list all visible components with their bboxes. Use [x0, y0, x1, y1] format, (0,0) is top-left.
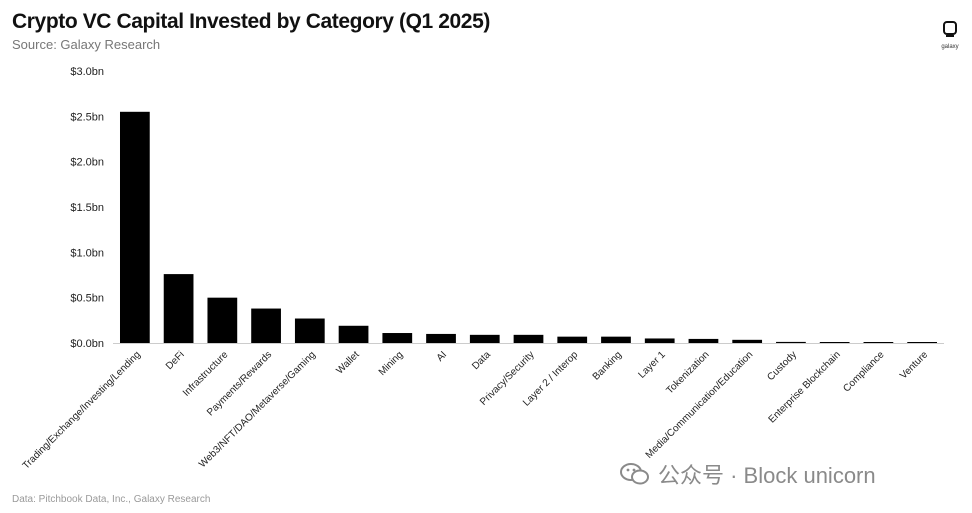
- watermark: 公众号 · Block unicorn: [620, 458, 876, 490]
- y-tick-label: $1.5bn: [70, 202, 104, 214]
- bar: [819, 342, 850, 343]
- x-tick-label: Banking: [591, 349, 624, 382]
- galaxy-logo: galaxy: [936, 20, 964, 50]
- x-tick-label: Wallet: [335, 349, 362, 376]
- y-tick-label: $1.0bn: [70, 247, 104, 259]
- bar: [251, 308, 281, 343]
- bar: [207, 297, 238, 343]
- bar: [601, 336, 631, 343]
- bar: [382, 333, 413, 343]
- x-tick-label: DeFi: [164, 349, 187, 372]
- bar: [688, 338, 719, 343]
- bar: [119, 111, 150, 343]
- bar: [469, 334, 500, 343]
- bar: [338, 325, 369, 343]
- x-tick-label: Layer 1: [636, 349, 668, 381]
- x-tick-label: Venture: [898, 349, 930, 381]
- x-tick-label: AI: [435, 349, 449, 363]
- y-tick-label: $0.0bn: [70, 338, 104, 350]
- x-tick-label: Mining: [377, 349, 406, 378]
- chart-title: Crypto VC Capital Invested by Category (…: [12, 10, 490, 33]
- bar: [776, 341, 806, 343]
- data-source-note: Data: Pitchbook Data, Inc., Galaxy Resea…: [12, 494, 211, 505]
- bar: [732, 339, 763, 343]
- bar: [294, 318, 325, 343]
- x-tick-label: Compliance: [841, 349, 886, 394]
- y-tick-label: $0.5bn: [70, 293, 104, 305]
- chart-subtitle: Source: Galaxy Research: [12, 37, 161, 52]
- bar: [907, 342, 938, 343]
- y-tick-label: $2.0bn: [70, 157, 104, 169]
- y-tick-label: $2.5bn: [70, 111, 104, 123]
- galaxy-logo-icon: [943, 21, 957, 37]
- wechat-icon: [620, 463, 649, 485]
- x-tick-label: Trading/Exchange/Investing/Lending: [21, 349, 143, 471]
- watermark-text: 公众号 · Block unicorn: [658, 463, 876, 488]
- x-tick-label: Tokenization: [664, 349, 711, 396]
- bar: [163, 274, 194, 343]
- x-tick-label: Custody: [765, 349, 799, 383]
- bar: [644, 338, 675, 343]
- y-tick-label: $3.0bn: [70, 66, 104, 78]
- bar: [863, 342, 894, 343]
- logo-text: galaxy: [941, 44, 959, 50]
- x-tick-label: Data: [470, 349, 493, 372]
- x-tick-label: Enterprise Blockchain: [767, 349, 843, 425]
- bar: [557, 336, 588, 343]
- bar: [513, 334, 544, 343]
- bar: [426, 333, 456, 343]
